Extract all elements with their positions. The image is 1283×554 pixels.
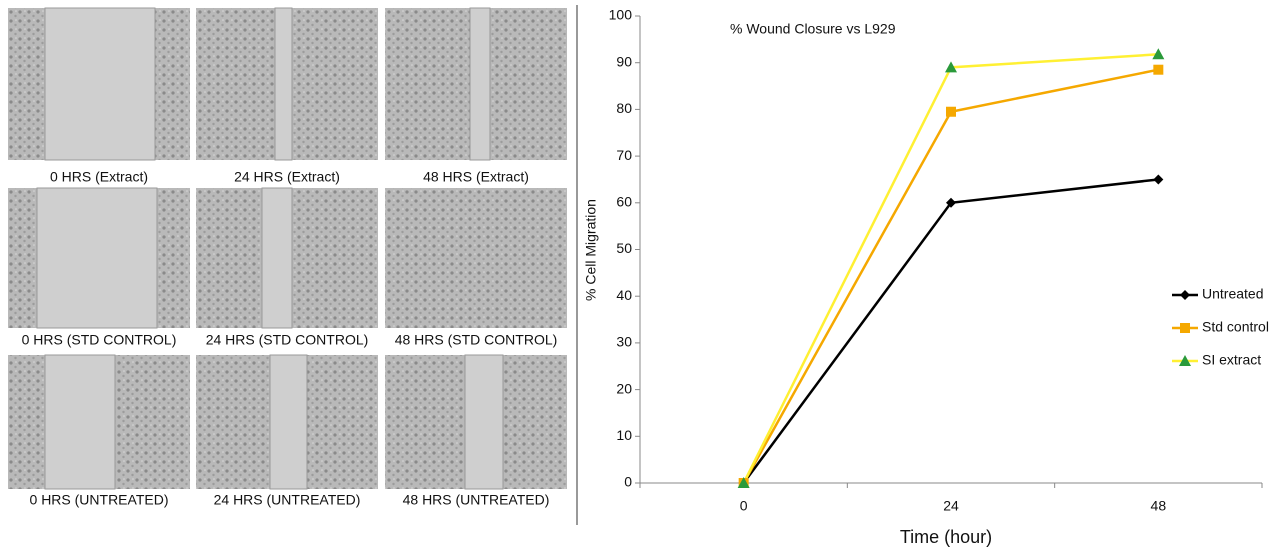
wound-gap xyxy=(44,354,116,490)
marker xyxy=(1180,290,1190,300)
x-axis-label: Time (hour) xyxy=(900,527,992,547)
panel-caption: 24 HRS (STD CONTROL) xyxy=(206,332,369,348)
wound-gap xyxy=(36,187,158,329)
legend-label: Std control xyxy=(1202,319,1269,335)
legend-label: Untreated xyxy=(1202,286,1263,302)
series-line xyxy=(742,53,1159,484)
y-tick-label: 40 xyxy=(616,287,632,303)
x-tick-label: 24 xyxy=(943,498,959,514)
y-tick-label: 50 xyxy=(616,240,632,256)
marker xyxy=(946,197,956,208)
chart: % Wound Closure vs L929 % Cell Migration… xyxy=(583,7,1269,547)
wound-gap xyxy=(274,7,293,161)
panel-caption: 0 HRS (Extract) xyxy=(50,169,148,185)
micrograph xyxy=(385,188,567,328)
panel-caption: 0 HRS (STD CONTROL) xyxy=(22,332,177,348)
panel-caption: 0 HRS (UNTREATED) xyxy=(30,492,169,508)
y-tick-label: 0 xyxy=(624,474,632,490)
marker xyxy=(1152,48,1165,60)
y-tick-label: 90 xyxy=(616,53,632,69)
y-tick-label: 60 xyxy=(616,194,632,210)
y-tick-label: 20 xyxy=(616,380,632,396)
micrograph-grid: 0 HRS (Extract) 24 HRS (Extract) 48 HRS (E… xyxy=(8,7,567,508)
marker xyxy=(1153,64,1164,75)
chart-title: % Wound Closure vs L929 xyxy=(730,21,896,37)
x-tick-label: 0 xyxy=(740,498,748,514)
panel-caption: 24 HRS (Extract) xyxy=(234,169,340,185)
legend-label: SI extract xyxy=(1202,352,1261,368)
marker xyxy=(946,106,956,117)
wound-gap xyxy=(261,187,293,329)
panel-caption: 48 HRS (Extract) xyxy=(423,169,529,185)
panel-caption: 48 HRS (UNTREATED) xyxy=(403,492,550,508)
x-tick-label: 48 xyxy=(1151,498,1167,514)
wound-gap xyxy=(469,7,491,161)
series-line xyxy=(742,178,1159,484)
panel-caption: 24 HRS (UNTREATED) xyxy=(214,492,361,508)
y-tick-label: 30 xyxy=(616,334,632,350)
y-tick-label: 100 xyxy=(609,7,633,23)
y-tick-label: 70 xyxy=(616,147,632,163)
marker xyxy=(1179,355,1191,366)
marker xyxy=(1153,174,1164,185)
marker xyxy=(737,477,750,488)
wound-gap xyxy=(464,354,504,490)
series-line xyxy=(742,68,1159,484)
wound-gap xyxy=(44,7,156,161)
y-axis-label: % Cell Migration xyxy=(583,199,599,301)
marker xyxy=(1180,323,1190,333)
wound-gap xyxy=(269,354,308,490)
marker xyxy=(945,61,957,73)
y-tick-label: 80 xyxy=(616,100,632,116)
y-tick-label: 10 xyxy=(616,427,632,443)
panel-caption: 48 HRS (STD CONTROL) xyxy=(395,332,558,348)
